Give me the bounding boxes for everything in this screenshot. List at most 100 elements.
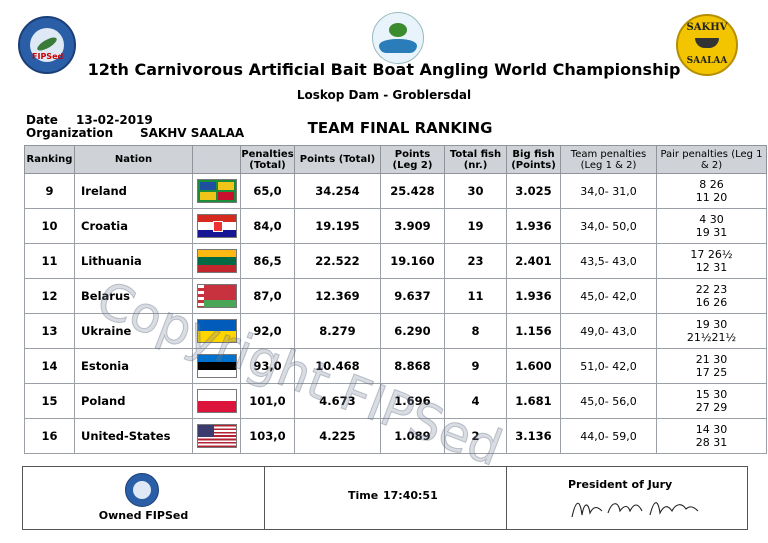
- big-fish-cell: 2.401: [506, 243, 561, 279]
- united-states-flag-icon: [196, 424, 237, 448]
- penalties-total-cell: 103,0: [240, 418, 295, 454]
- points-leg2-cell: 25.428: [380, 173, 445, 209]
- total-fish-cell: 30: [444, 173, 507, 209]
- points-leg2-cell: 9.637: [380, 278, 445, 314]
- page-title: 12th Carnivorous Artificial Bait Boat An…: [87, 60, 681, 79]
- ranking-table: Ranking Nation Penalties (Total) Points …: [24, 145, 767, 454]
- nation-cell: Poland: [74, 383, 193, 419]
- lithuania-flag-icon: [196, 249, 237, 273]
- col-pair-penalties: Pair penalties (Leg 1 & 2): [656, 145, 767, 174]
- pair-penalties-cell: 21 30 17 25: [656, 348, 767, 384]
- organization-value: SAKHV SAALAA: [140, 126, 245, 140]
- points-leg2-cell: 19.160: [380, 243, 445, 279]
- pair-penalties-cell: 22 23 16 26: [656, 278, 767, 314]
- flag-cell: [192, 313, 241, 349]
- time-value: 17:40:51: [383, 489, 438, 502]
- flag-cell: [192, 348, 241, 384]
- total-fish-cell: 8: [444, 313, 507, 349]
- flag-cell: [192, 383, 241, 419]
- table-row: 15 Poland 101,0 4.673 1.696 4 1.681 45,0- 56,0 1…: [24, 383, 767, 419]
- pair-penalties-line: 17 26½: [690, 248, 733, 261]
- pair-penalties-line: 8 26: [699, 178, 724, 191]
- venue-subtitle: Loskop Dam - Groblersdal: [296, 88, 472, 102]
- poland-flag-icon: [196, 389, 237, 413]
- championship-logo: [372, 12, 424, 64]
- points-total-cell: 34.254: [294, 173, 381, 209]
- col-nation: Nation: [74, 145, 193, 174]
- big-fish-cell: 1.936: [506, 208, 561, 244]
- table-row: 9 Ireland 65,0 34.254 25.428 30 3.025 34,0- 31,…: [24, 173, 767, 209]
- pair-penalties-cell: 4 30 19 31: [656, 208, 767, 244]
- big-fish-cell: 3.136: [506, 418, 561, 454]
- rank-cell: 15: [24, 383, 75, 419]
- pair-penalties-cell: 14 30 28 31: [656, 418, 767, 454]
- pair-penalties-line: 15 30: [695, 388, 728, 401]
- report-title: TEAM FINAL RANKING: [307, 119, 493, 137]
- col-big-fish: Big fish (Points): [506, 145, 561, 174]
- points-total-cell: 12.369: [294, 278, 381, 314]
- estonia-flag-icon: [196, 354, 237, 378]
- pair-penalties-cell: 8 26 11 20: [656, 173, 767, 209]
- points-total-cell: 8.279: [294, 313, 381, 349]
- rank-cell: 14: [24, 348, 75, 384]
- col-ranking: Ranking: [24, 145, 75, 174]
- nation-cell: Belarus: [74, 278, 193, 314]
- pair-penalties-line: 16 26: [695, 296, 728, 309]
- rank-cell: 16: [24, 418, 75, 454]
- flag-cell: [192, 278, 241, 314]
- organization-label: Organization: [26, 126, 114, 140]
- pair-penalties-line: 19 31: [695, 226, 728, 239]
- col-points-leg2: Points (Leg 2): [380, 145, 445, 174]
- pair-penalties-line: 17 25: [695, 366, 728, 379]
- team-penalties-cell: 34,0- 31,0: [560, 173, 657, 209]
- table-row: 16 United-States 103,0 4.225 1.089 2 3.136 44,0…: [24, 418, 767, 454]
- big-fish-cell: 3.025: [506, 173, 561, 209]
- pair-penalties-cell: 19 30 21½21½: [656, 313, 767, 349]
- team-penalties-cell: 51,0- 42,0: [560, 348, 657, 384]
- owned-label: Owned FIPSed: [98, 509, 189, 522]
- col-team-penalties: Team penalties (Leg 1 & 2): [560, 145, 657, 174]
- rank-cell: 12: [24, 278, 75, 314]
- pair-penalties-line: 21 30: [695, 353, 728, 366]
- pair-penalties-line: 21½21½: [686, 331, 737, 344]
- penalties-total-cell: 92,0: [240, 313, 295, 349]
- fipsed-footer-logo: [125, 473, 159, 507]
- pair-penalties-line: 12 31: [695, 261, 728, 274]
- points-leg2-cell: 1.089: [380, 418, 445, 454]
- points-total-cell: 4.225: [294, 418, 381, 454]
- rank-cell: 10: [24, 208, 75, 244]
- nation-cell: Lithuania: [74, 243, 193, 279]
- rank-cell: 9: [24, 173, 75, 209]
- nation-cell: Estonia: [74, 348, 193, 384]
- table-row: 11 Lithuania 86,5 22.522 19.160 23 2.401 43,5- …: [24, 243, 767, 279]
- total-fish-cell: 23: [444, 243, 507, 279]
- big-fish-cell: 1.936: [506, 278, 561, 314]
- points-leg2-cell: 8.868: [380, 348, 445, 384]
- team-penalties-cell: 45,0- 42,0: [560, 278, 657, 314]
- points-total-cell: 19.195: [294, 208, 381, 244]
- pair-penalties-line: 28 31: [695, 436, 728, 449]
- jury-label: President of Jury: [568, 478, 673, 491]
- rank-cell: 13: [24, 313, 75, 349]
- penalties-total-cell: 86,5: [240, 243, 295, 279]
- col-total-fish: Total fish (nr.): [444, 145, 507, 174]
- big-fish-cell: 1.156: [506, 313, 561, 349]
- flag-cell: [192, 208, 241, 244]
- nation-cell: Ukraine: [74, 313, 193, 349]
- belarus-flag-icon: [196, 284, 237, 308]
- pair-penalties-cell: 17 26½ 12 31: [656, 243, 767, 279]
- team-penalties-cell: 34,0- 50,0: [560, 208, 657, 244]
- fipsed-logo-text: FIPSed: [32, 52, 64, 61]
- fipsed-logo: FIPSed: [18, 16, 76, 74]
- points-leg2-cell: 3.909: [380, 208, 445, 244]
- table-row: 12 Belarus 87,0 12.369 9.637 11 1.936 45,0- 42,…: [24, 278, 767, 314]
- flag-cell: [192, 418, 241, 454]
- ukraine-flag-icon: [196, 319, 237, 343]
- date-label: Date: [26, 113, 58, 127]
- nation-cell: Ireland: [74, 173, 193, 209]
- croatia-flag-icon: [196, 214, 237, 238]
- rank-cell: 11: [24, 243, 75, 279]
- footer: Owned FIPSed Time 17:40:51 President of …: [22, 466, 748, 530]
- sakhv-logo: SAKHV SAALAA: [676, 14, 738, 76]
- sakhv-logo-bottom-text: SAALAA: [686, 56, 728, 66]
